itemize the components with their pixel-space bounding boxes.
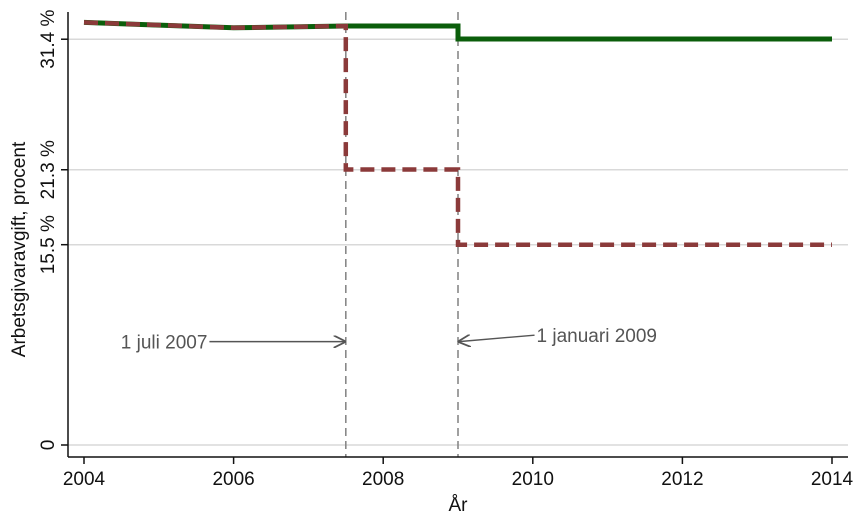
y-tick-label: 15.5 % <box>38 215 59 274</box>
x-tick-label: 2004 <box>63 469 106 490</box>
x-tick-label: 2014 <box>811 469 854 490</box>
y-tick-label: 21.3 % <box>38 140 59 199</box>
y-axis-title: Arbetsgivaravgift, procent <box>9 141 30 357</box>
x-axis-title: År <box>449 495 469 516</box>
y-tick-label: 31.4 % <box>38 10 59 69</box>
x-tick-label: 2008 <box>362 469 404 490</box>
annotation-arrow <box>459 335 535 341</box>
x-tick-label: 2012 <box>661 469 703 490</box>
x-tick-label: 2006 <box>212 469 254 490</box>
y-tick-label: 0 <box>38 440 59 451</box>
x-tick-label: 2010 <box>512 469 554 490</box>
series-line-1 <box>83 19 832 42</box>
annotation-label: 1 januari 2009 <box>537 326 657 347</box>
series-line-2 <box>83 20 832 248</box>
annotation-label: 1 juli 2007 <box>121 333 208 354</box>
